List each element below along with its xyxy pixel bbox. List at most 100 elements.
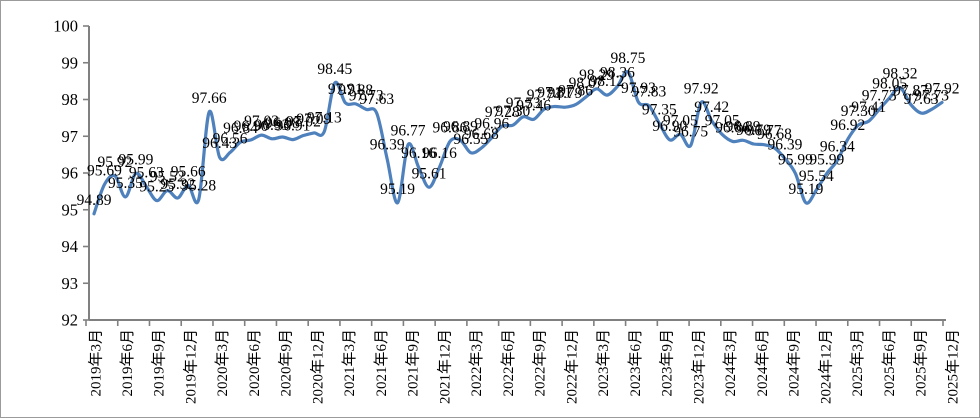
x-axis-tick-label: 2025年6月 [881, 329, 898, 397]
x-axis-tick-label: 2024年9月 [786, 329, 803, 397]
data-point-label: 96.16 [422, 145, 457, 162]
data-point-label: 97.74 [527, 87, 562, 104]
index-series-line [92, 70, 944, 216]
data-point-label: 96.68 [464, 126, 499, 143]
data-point-label: 97.30 [495, 103, 530, 120]
x-axis-tick-label: 2023年6月 [627, 329, 644, 397]
x-axis-tick-label: 2025年3月 [849, 329, 866, 397]
y-axis-tick-label: 95 [62, 200, 79, 219]
data-point-label: 95.28 [181, 177, 216, 194]
data-point-label: 96.90 [234, 118, 269, 135]
data-point-label: 97.79 [548, 85, 583, 102]
x-axis-tick-label: 2020年12月 [309, 329, 326, 404]
data-point-label: 98.75 [610, 50, 645, 67]
data-point-label: 96.16 [401, 145, 436, 162]
data-point-label: 96.92 [830, 117, 865, 134]
x-axis-tick-label: 2021年6月 [373, 329, 390, 397]
data-point-label: 95.99 [809, 151, 844, 168]
x-axis-tick-label: 2021年3月 [341, 329, 358, 397]
data-point-label: 98.12 [590, 73, 625, 90]
data-point-label: 95.32 [160, 176, 195, 193]
data-point-label: 97.83 [631, 84, 666, 101]
data-point-label: 97.09 [296, 111, 331, 128]
data-point-label: 97.92 [925, 80, 960, 97]
data-point-label: 95.61 [412, 165, 447, 182]
data-point-label: 97.66 [192, 90, 227, 107]
x-axis-tick-label: 2020年9月 [278, 329, 295, 397]
data-point-label: 96.89 [726, 118, 761, 135]
data-point-label: 98.32 [883, 66, 918, 83]
data-point-label: 97.30 [841, 103, 876, 120]
data-point-label: 96.84 [223, 120, 258, 137]
data-point-label: 96.55 [453, 131, 488, 148]
data-point-label: 97.42 [694, 99, 729, 116]
data-point-label: 98.07 [569, 75, 604, 92]
data-point-label: 95.35 [108, 175, 143, 192]
data-point-label: 98.29 [579, 67, 614, 84]
x-axis-tick-label: 2019年9月 [151, 329, 168, 397]
data-point-label: 96.77 [747, 123, 782, 140]
y-axis-tick-label: 98 [62, 90, 79, 109]
x-axis-tick-label: 2024年12月 [817, 329, 834, 404]
x-axis-tick-label: 2025年12月 [944, 329, 961, 404]
data-point-label: 96.34 [820, 139, 855, 156]
data-point-label: 96.86 [715, 119, 750, 136]
x-axis-tick-label: 2021年12月 [436, 329, 453, 404]
y-axis-tick-label: 96 [62, 164, 79, 183]
data-point-label: 95.99 [118, 151, 153, 168]
data-point-label: 97.81 [537, 84, 572, 101]
data-point-label: 96.86 [433, 119, 468, 136]
data-point-label: 96.43 [202, 135, 237, 152]
data-point-label: 97.63 [904, 91, 939, 108]
data-point-label: 96.75 [673, 123, 708, 140]
data-point-label: 98.36 [600, 64, 635, 81]
data-point-label: 96.91 [275, 118, 310, 135]
data-point-label: 95.52 [150, 169, 185, 186]
data-point-label: 96.96 [474, 116, 509, 133]
x-axis-tick-label: 2020年3月 [214, 329, 231, 397]
x-axis-tick-label: 2023年3月 [595, 329, 612, 397]
x-axis-tick-label: 2023年9月 [659, 329, 676, 397]
data-point-label: 96.77 [391, 123, 426, 140]
data-point-label: 97.73 [914, 87, 949, 104]
data-point-label: 95.54 [799, 168, 834, 185]
data-point-label: 96.68 [757, 126, 792, 143]
x-axis-tick-label: 2022年3月 [468, 329, 485, 397]
data-point-label: 96.90 [652, 118, 687, 135]
data-point-label: 98.45 [317, 61, 352, 78]
data-point-label: 95.66 [171, 163, 206, 180]
data-point-label: 95.99 [778, 151, 813, 168]
data-point-label: 95.19 [380, 181, 415, 198]
x-axis-tick-label: 2022年6月 [500, 329, 517, 397]
x-axis-tick-label: 2022年12月 [563, 329, 580, 404]
x-axis-tick-label: 2020年6月 [246, 329, 263, 397]
data-point-label: 97.86 [558, 83, 593, 100]
data-point-label: 97.35 [642, 101, 677, 118]
data-point-label: 95.19 [788, 181, 823, 198]
data-point-label: 97.28 [485, 104, 520, 121]
data-point-label: 97.73 [349, 87, 384, 104]
data-point-label: 96.79 [736, 122, 771, 139]
x-axis-tick-label: 2019年12月 [182, 329, 199, 404]
data-point-label: 97.46 [516, 97, 551, 114]
data-point-label: 95.25 [139, 179, 174, 196]
data-point-label: 95.69 [87, 162, 122, 179]
data-point-label: 97.03 [244, 113, 279, 130]
data-point-label: 97.91 [328, 81, 363, 98]
y-axis-tick-label: 100 [53, 17, 78, 36]
y-axis-tick-label: 93 [62, 274, 79, 293]
x-axis-tick-label: 2024年6月 [754, 329, 771, 397]
data-point-label: 96.39 [768, 137, 803, 154]
x-axis-tick-label: 2025年9月 [913, 329, 930, 397]
data-point-label: 97.05 [663, 112, 698, 129]
y-axis-tick-label: 92 [62, 311, 79, 330]
data-point-label: 97.13 [307, 109, 342, 126]
data-point-label: 97.92 [684, 80, 719, 97]
data-point-label: 96.98 [265, 115, 300, 132]
data-point-label: 95.63 [129, 165, 164, 182]
data-point-label: 97.05 [705, 112, 740, 129]
x-axis-tick-label: 2021年9月 [405, 329, 422, 397]
data-point-label: 95.92 [98, 154, 133, 171]
